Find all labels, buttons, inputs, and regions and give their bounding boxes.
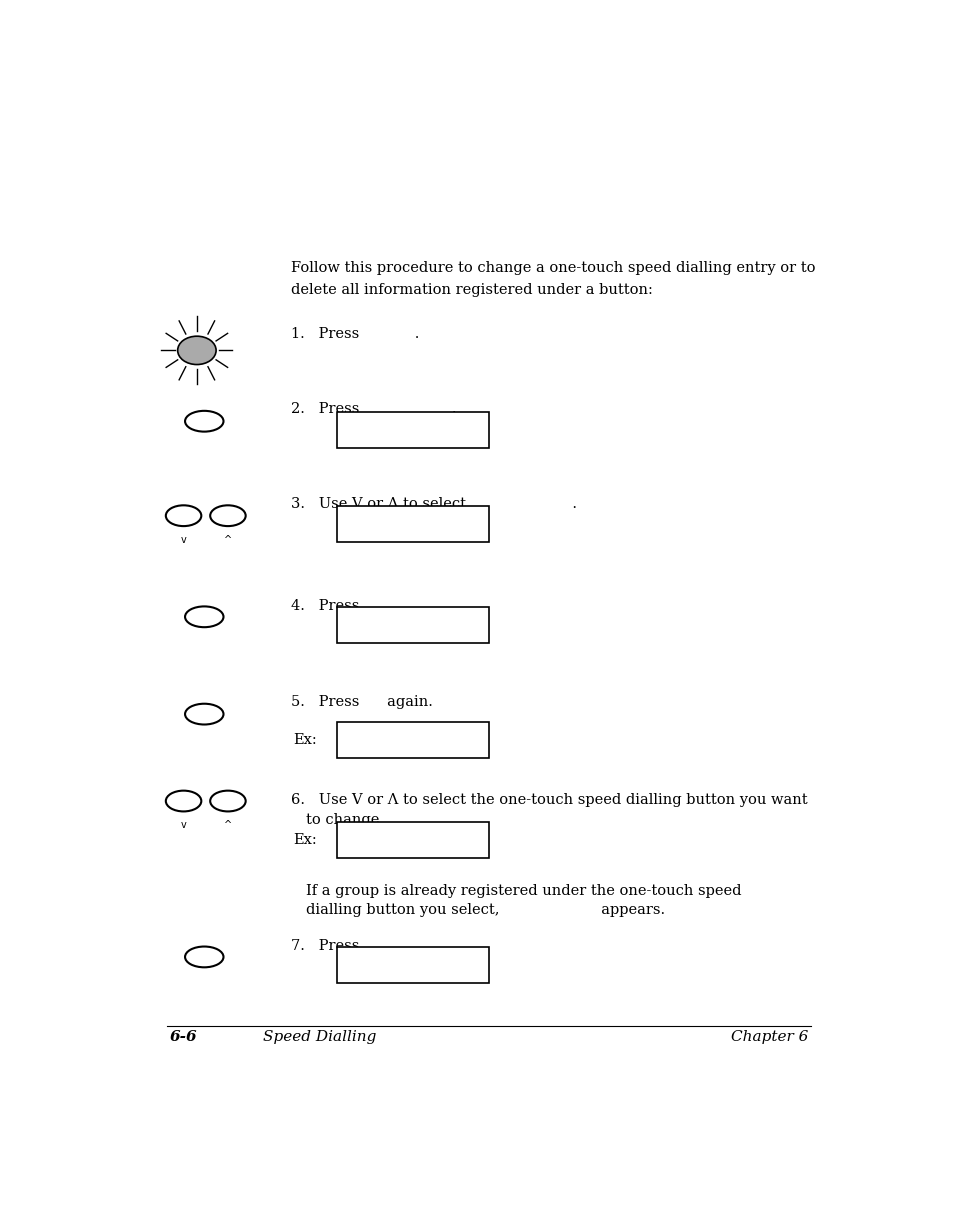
Text: delete all information registered under a button:: delete all information registered under … — [291, 283, 652, 297]
Ellipse shape — [185, 606, 223, 627]
Text: Follow this procedure to change a one-touch speed dialling entry or to: Follow this procedure to change a one-to… — [291, 260, 815, 275]
Ellipse shape — [185, 704, 223, 724]
FancyBboxPatch shape — [337, 947, 488, 983]
Text: If a group is already registered under the one-touch speed: If a group is already registered under t… — [305, 885, 740, 898]
Text: Speed Dialling: Speed Dialling — [263, 1029, 376, 1044]
Text: Chapter 6: Chapter 6 — [730, 1029, 807, 1044]
FancyBboxPatch shape — [337, 721, 488, 757]
Text: 1.   Press            .: 1. Press . — [291, 326, 418, 341]
Ellipse shape — [185, 411, 223, 432]
Text: ^: ^ — [224, 820, 232, 829]
Text: 5.   Press      again.: 5. Press again. — [291, 696, 433, 709]
Ellipse shape — [210, 506, 246, 526]
Ellipse shape — [166, 790, 201, 811]
FancyBboxPatch shape — [337, 607, 488, 643]
Text: Ex:: Ex: — [293, 733, 316, 747]
Ellipse shape — [166, 506, 201, 526]
Ellipse shape — [185, 946, 223, 967]
Text: ^: ^ — [224, 535, 232, 545]
Text: Ex:: Ex: — [293, 833, 316, 847]
Text: v: v — [180, 820, 186, 829]
Ellipse shape — [177, 336, 216, 364]
FancyBboxPatch shape — [337, 412, 488, 448]
Text: 4.   Press    .: 4. Press . — [291, 599, 382, 612]
Text: dialling button you select,                      appears.: dialling button you select, appears. — [305, 903, 664, 917]
Text: v: v — [180, 535, 186, 545]
Text: 6-6: 6-6 — [170, 1029, 197, 1044]
Text: to change.: to change. — [305, 814, 383, 827]
Text: 3.   Use V or Λ to select                       .: 3. Use V or Λ to select . — [291, 497, 577, 510]
Ellipse shape — [210, 790, 246, 811]
Text: 7.   Press    .: 7. Press . — [291, 939, 382, 953]
FancyBboxPatch shape — [337, 822, 488, 858]
FancyBboxPatch shape — [337, 507, 488, 542]
Text: 2.   Press                    .: 2. Press . — [291, 402, 456, 416]
Text: 6.   Use V or Λ to select the one-touch speed dialling button you want: 6. Use V or Λ to select the one-touch sp… — [291, 794, 806, 807]
